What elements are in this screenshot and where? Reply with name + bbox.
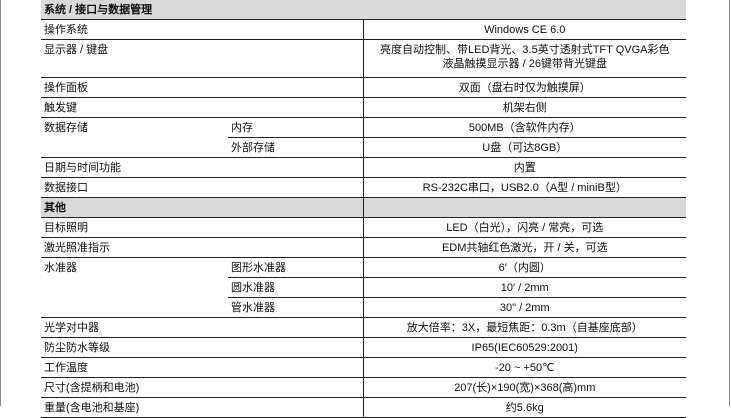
row-label: 显示器 / 键盘 xyxy=(41,39,363,78)
table-row: 外部存储 U盘（可达8GB） xyxy=(41,137,687,158)
row-value: 500MB（含软件内存） xyxy=(362,117,687,138)
table-row: 操作系统 Windows CE 6.0 xyxy=(41,19,687,40)
table-row: 光学对中器 放大倍率：3X，最短焦距：0.3m（自基座底部） xyxy=(41,317,687,338)
row-label: 触发键 xyxy=(41,97,363,118)
sub-label: 内存 xyxy=(228,117,363,138)
row-value: 放大倍率：3X，最短焦距：0.3m（自基座底部） xyxy=(362,317,687,338)
row-value: LED（白光），闪亮 / 常亮，可选 xyxy=(362,217,687,238)
row-value: 内置 xyxy=(362,157,687,178)
sub-label: 图形水准器 xyxy=(228,257,363,278)
row-label: 操作面板 xyxy=(41,77,363,98)
row-value: 亮度自动控制、带LED背光、3.5英寸透射式TFT QVGA彩色液晶触摸显示器 … xyxy=(362,39,687,78)
row-value: 机架右侧 xyxy=(362,97,687,118)
row-value: -20 ~ +50℃ xyxy=(362,357,687,378)
table-row: 激光照准指示 EDM共轴红色激光，开 / 关，可选 xyxy=(41,237,687,258)
row-value: 30" / 2mm xyxy=(362,297,687,318)
section-title: 系统 / 接口与数据管理 xyxy=(41,0,687,20)
section-header: 系统 / 接口与数据管理 xyxy=(41,0,687,20)
table-row: 工作温度 -20 ~ +50℃ xyxy=(41,357,687,378)
row-label: 防尘防水等级 xyxy=(41,337,363,358)
row-value: U盘（可达8GB） xyxy=(362,137,687,158)
page-edge-right xyxy=(729,0,730,406)
section-value-empty xyxy=(362,197,687,218)
row-label: 重量(含电池和基座) xyxy=(41,397,363,418)
table-row: 防尘防水等级 IP65(IEC60529:2001) xyxy=(41,337,687,358)
row-label: 光学对中器 xyxy=(41,317,363,338)
table-row: 操作面板 双面（盘右时仅为触摸屏） xyxy=(41,77,687,98)
row-value: 207(长)×190(宽)×368(高)mm xyxy=(362,377,687,398)
row-label: 目标照明 xyxy=(41,217,363,238)
row-label: 激光照准指示 xyxy=(41,237,363,258)
section-header: 其他 xyxy=(41,197,687,218)
row-label: 水准器 xyxy=(41,257,228,318)
row-label: 数据存储 xyxy=(41,117,228,158)
page-edge-left xyxy=(0,0,1,406)
row-value: 约5.6kg xyxy=(362,397,687,418)
sub-label: 外部存储 xyxy=(228,137,363,158)
row-value: RS-232C串口，USB2.0（A型 / miniB型） xyxy=(362,177,687,198)
row-label: 日期与时间功能 xyxy=(41,157,363,178)
spec-table: 系统 / 接口与数据管理 操作系统 Windows CE 6.0 显示器 / 键… xyxy=(41,0,687,418)
row-value: EDM共轴红色激光，开 / 关，可选 xyxy=(362,237,687,258)
table-row: 数据接口 RS-232C串口，USB2.0（A型 / miniB型） xyxy=(41,177,687,198)
table-row: 圆水准器 10′ / 2mm xyxy=(41,277,687,298)
table-row: 水准器 图形水准器 6′（内圆） xyxy=(41,257,687,318)
table-row: 显示器 / 键盘 亮度自动控制、带LED背光、3.5英寸透射式TFT QVGA彩… xyxy=(41,39,687,78)
row-value: 6′（内圆） xyxy=(362,257,687,278)
table-row: 管水准器 30" / 2mm xyxy=(41,297,687,318)
sub-label: 管水准器 xyxy=(228,297,363,318)
row-value: IP65(IEC60529:2001) xyxy=(362,337,687,358)
row-label: 数据接口 xyxy=(41,177,363,198)
table-row: 数据存储 内存 500MB（含软件内存） xyxy=(41,117,687,158)
row-value: 10′ / 2mm xyxy=(362,277,687,298)
table-row: 触发键 机架右侧 xyxy=(41,97,687,118)
table-row: 尺寸(含提柄和电池) 207(长)×190(宽)×368(高)mm xyxy=(41,377,687,398)
table-row: 日期与时间功能 内置 xyxy=(41,157,687,178)
row-value: 双面（盘右时仅为触摸屏） xyxy=(362,77,687,98)
sub-label: 圆水准器 xyxy=(228,277,363,298)
section-title: 其他 xyxy=(41,197,363,218)
row-label: 操作系统 xyxy=(41,19,363,40)
row-value: Windows CE 6.0 xyxy=(362,19,687,40)
table-row: 目标照明 LED（白光），闪亮 / 常亮，可选 xyxy=(41,217,687,238)
row-label: 尺寸(含提柄和电池) xyxy=(41,377,363,398)
table-row: 重量(含电池和基座) 约5.6kg xyxy=(41,397,687,418)
row-label: 工作温度 xyxy=(41,357,363,378)
